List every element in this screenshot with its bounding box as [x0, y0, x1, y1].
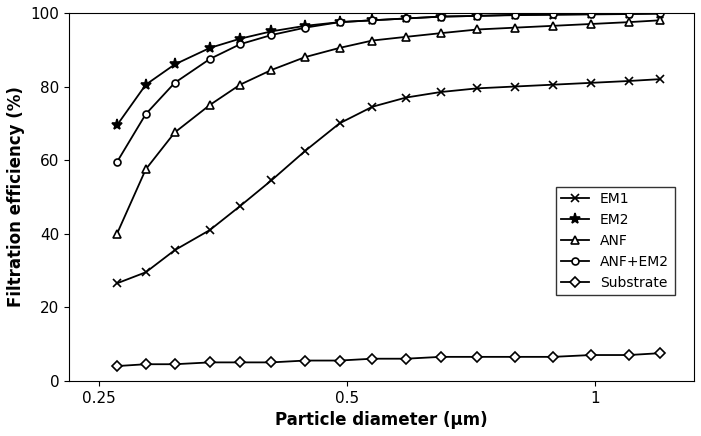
- ANF: [473, 27, 482, 32]
- ANF+EM2: [205, 56, 214, 61]
- ANF+EM2: [236, 41, 245, 47]
- ANF+EM2: [368, 18, 376, 23]
- Line: EM1: EM1: [113, 75, 664, 287]
- Substrate: [368, 356, 376, 361]
- EM2: [142, 82, 150, 87]
- Substrate: [267, 360, 275, 365]
- ANF+EM2: [335, 20, 343, 25]
- Substrate: [473, 354, 482, 360]
- Substrate: [236, 360, 245, 365]
- ANF: [437, 31, 445, 36]
- EM1: [625, 78, 633, 84]
- ANF: [335, 45, 343, 51]
- Legend: EM1, EM2, ANF, ANF+EM2, Substrate: EM1, EM2, ANF, ANF+EM2, Substrate: [556, 187, 674, 296]
- EM2: [205, 45, 214, 51]
- EM2: [267, 29, 275, 34]
- ANF+EM2: [267, 32, 275, 37]
- EM1: [113, 281, 121, 286]
- Substrate: [113, 364, 121, 369]
- EM1: [301, 148, 309, 153]
- EM2: [511, 13, 519, 18]
- Substrate: [511, 354, 519, 360]
- EM2: [368, 18, 376, 23]
- ANF: [511, 25, 519, 30]
- Substrate: [655, 351, 664, 356]
- Substrate: [549, 354, 557, 360]
- Substrate: [170, 361, 179, 367]
- ANF: [301, 54, 309, 60]
- EM1: [368, 104, 376, 109]
- EM1: [236, 204, 245, 209]
- Substrate: [142, 361, 150, 367]
- Substrate: [625, 352, 633, 358]
- ANF: [236, 82, 245, 87]
- Y-axis label: Filtration efficiency (%): Filtration efficiency (%): [7, 86, 25, 307]
- ANF+EM2: [625, 11, 633, 16]
- EM1: [142, 269, 150, 275]
- ANF: [655, 18, 664, 23]
- EM2: [587, 12, 595, 17]
- EM1: [170, 248, 179, 253]
- ANF+EM2: [511, 12, 519, 17]
- Line: ANF+EM2: ANF+EM2: [114, 10, 663, 165]
- EM2: [301, 23, 309, 28]
- EM1: [587, 80, 595, 85]
- EM1: [402, 95, 410, 100]
- Substrate: [402, 356, 410, 361]
- ANF+EM2: [113, 159, 121, 164]
- ANF+EM2: [142, 112, 150, 117]
- EM2: [549, 12, 557, 17]
- EM1: [511, 84, 519, 89]
- ANF: [170, 130, 179, 135]
- EM1: [437, 89, 445, 95]
- ANF: [113, 231, 121, 236]
- ANF+EM2: [402, 16, 410, 21]
- EM1: [473, 86, 482, 91]
- ANF: [402, 34, 410, 40]
- ANF: [267, 67, 275, 72]
- ANF+EM2: [655, 11, 664, 16]
- ANF: [549, 23, 557, 28]
- ANF: [142, 167, 150, 172]
- ANF: [205, 102, 214, 108]
- ANF+EM2: [301, 25, 309, 30]
- EM2: [335, 20, 343, 25]
- EM2: [236, 36, 245, 41]
- EM1: [549, 82, 557, 87]
- ANF: [587, 21, 595, 27]
- ANF: [368, 38, 376, 43]
- EM1: [267, 178, 275, 183]
- EM2: [437, 14, 445, 19]
- ANF+EM2: [587, 11, 595, 17]
- EM2: [655, 11, 664, 16]
- Line: EM2: EM2: [111, 8, 665, 131]
- Line: ANF: ANF: [113, 16, 664, 238]
- X-axis label: Particle diameter (μm): Particle diameter (μm): [275, 411, 488, 429]
- ANF: [625, 20, 633, 25]
- Substrate: [205, 360, 214, 365]
- ANF+EM2: [549, 12, 557, 17]
- EM2: [402, 16, 410, 21]
- EM1: [655, 77, 664, 82]
- EM2: [473, 13, 482, 18]
- EM1: [205, 227, 214, 232]
- EM2: [625, 11, 633, 17]
- Line: Substrate: Substrate: [114, 350, 663, 370]
- EM1: [335, 121, 343, 126]
- EM2: [113, 123, 121, 128]
- Substrate: [335, 358, 343, 363]
- EM2: [170, 62, 179, 67]
- ANF+EM2: [170, 80, 179, 85]
- Substrate: [301, 358, 309, 363]
- Substrate: [587, 352, 595, 358]
- Substrate: [437, 354, 445, 360]
- ANF+EM2: [473, 13, 482, 18]
- ANF+EM2: [437, 14, 445, 19]
